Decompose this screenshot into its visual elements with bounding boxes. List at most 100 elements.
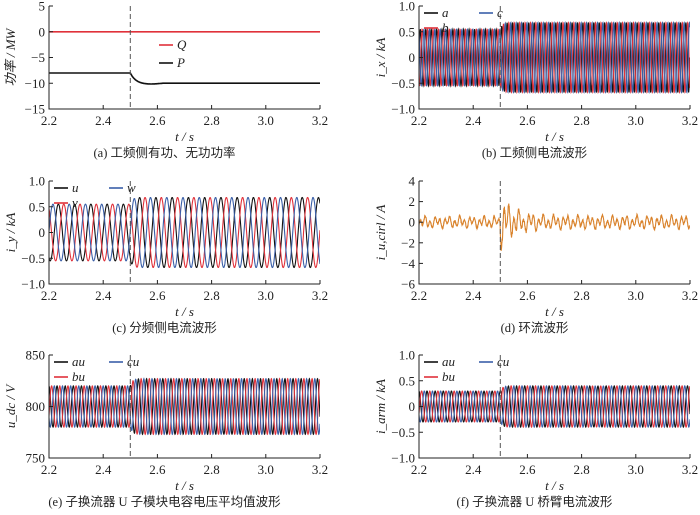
x-tick-label: 3.0 [258, 462, 274, 477]
y-tick-label: −15 [25, 102, 45, 117]
x-tick-label: 2.6 [149, 113, 166, 128]
x-axis-label: t / s [545, 304, 564, 319]
y-tick-label: −1.0 [391, 102, 415, 117]
chart-caption: (e) 子换流器 U 子模块电容电压平均值波形 [48, 494, 281, 509]
y-tick-label: 750 [26, 451, 46, 466]
x-tick-label: 2.4 [465, 113, 482, 128]
legend-label: au [72, 354, 86, 369]
x-tick-label: 3.0 [628, 288, 644, 303]
legend-label: P [176, 55, 185, 70]
x-tick-label: 2.4 [95, 113, 112, 128]
y-tick-label: 1.0 [399, 348, 415, 363]
y-tick-label: 0 [39, 24, 46, 39]
legend-label: c [497, 5, 503, 20]
x-tick-label: 2.2 [41, 113, 57, 128]
y-tick-label: 0.5 [29, 199, 45, 214]
y-tick-label: −10 [25, 76, 45, 91]
y-tick-label: −1.0 [21, 277, 45, 292]
x-tick-label: 2.6 [519, 462, 536, 477]
x-tick-label: 3.2 [312, 113, 328, 128]
chart-caption: (f) 子换流器 U 桥臂电流波形 [457, 495, 613, 509]
x-tick-label: 2.8 [573, 113, 589, 128]
x-tick-label: 3.0 [258, 288, 274, 303]
series-line-P [49, 72, 320, 85]
y-axis-label: i_x / kA [373, 38, 388, 78]
y-axis-label: i_y / kA [3, 213, 18, 253]
x-tick-label: 2.4 [95, 462, 112, 477]
y-tick-label: 0 [409, 399, 416, 414]
y-tick-label: −6 [401, 277, 415, 292]
y-tick-label: 4 [409, 174, 416, 189]
chart-caption: (d) 环流波形 [501, 321, 569, 335]
x-tick-label: 2.4 [465, 462, 482, 477]
x-tick-label: 2.2 [41, 288, 57, 303]
x-tick-label: 2.2 [411, 113, 427, 128]
series-line-a [419, 22, 690, 93]
legend-label: w [127, 180, 136, 195]
series-group [49, 31, 320, 85]
y-axis-label: u_dc / V [3, 383, 18, 428]
legend-label: bu [442, 369, 456, 384]
series-line-b [419, 21, 690, 95]
y-tick-label: 5 [39, 0, 46, 14]
x-tick-label: 2.6 [519, 113, 536, 128]
x-tick-label: 2.8 [203, 288, 219, 303]
legend: ab c [424, 5, 503, 35]
x-tick-label: 2.2 [41, 462, 57, 477]
series-group [419, 203, 690, 251]
x-tick-label: 3.2 [682, 288, 698, 303]
x-tick-label: 3.0 [628, 113, 644, 128]
x-tick-label: 2.8 [203, 113, 219, 128]
series-line-cu [419, 384, 690, 429]
chart-d: 4 2 0 −2 −4 −62.2 2.4 2.6 2.8 3.0 3.2 t / s i_u,cirl… [373, 174, 698, 336]
axes [418, 181, 690, 285]
y-tick-label: 0 [409, 215, 416, 230]
y-tick-label: 0 [409, 50, 416, 65]
x-tick-label: 3.0 [258, 113, 274, 128]
y-tick-label: −5 [31, 50, 45, 65]
series-line-bu [419, 385, 690, 429]
y-tick-label: 1.0 [29, 174, 45, 189]
legend: QP [159, 37, 187, 70]
legend: uv w [54, 180, 136, 210]
series-line-w [49, 196, 320, 269]
y-tick-label: −0.5 [21, 251, 45, 266]
x-tick-label: 2.8 [203, 462, 219, 477]
legend-label: u [72, 180, 79, 195]
y-axis-label: i_u,cirl / A [373, 205, 388, 261]
x-tick-label: 2.6 [149, 462, 166, 477]
x-axis-label: t / s [175, 478, 194, 493]
x-tick-label: 2.2 [411, 288, 427, 303]
chart-c: 1.0 0.5 0 −0.5 −1.02.2 2.4 2.6 2.8 3.0 3.2 t / s i_… [3, 174, 328, 336]
x-axis-label: t / s [545, 478, 564, 493]
x-axis-label: t / s [175, 129, 194, 144]
y-tick-label: −2 [401, 235, 415, 250]
x-tick-label: 3.2 [312, 462, 328, 477]
x-tick-label: 3.2 [312, 288, 328, 303]
legend-label: bu [72, 369, 86, 384]
series-group [419, 384, 690, 429]
series-line-v [49, 196, 320, 269]
series-line-i_u,cirl [419, 203, 690, 251]
chart-caption: (a) 工频侧有功、无功功率 [94, 145, 236, 160]
series-group [419, 20, 690, 95]
chart-b: 1.0 0.5 0 −0.5 −1.02.2 2.4 2.6 2.8 3.0 3.2 t / s i_… [373, 0, 698, 160]
chart-caption: (c) 分频侧电流波形 [112, 321, 217, 335]
series-line-cu [49, 377, 320, 436]
x-tick-label: 3.0 [628, 462, 644, 477]
x-tick-label: 2.4 [465, 288, 482, 303]
chart-f: 1.0 0.5 0 −0.5 −1.02.2 2.4 2.6 2.8 3.0 3.2 t / s i_… [373, 348, 698, 510]
y-tick-label: 850 [26, 348, 46, 363]
legend-label: b [442, 20, 449, 35]
x-tick-label: 2.8 [573, 462, 589, 477]
series-line-bu [49, 377, 320, 436]
y-tick-label: −0.5 [391, 425, 415, 440]
y-tick-label: 1.0 [399, 0, 415, 14]
x-axis-label: t / s [175, 304, 194, 319]
x-tick-label: 2.2 [411, 462, 427, 477]
series-group [49, 377, 320, 436]
series-group [49, 196, 320, 269]
x-tick-label: 2.6 [519, 288, 536, 303]
